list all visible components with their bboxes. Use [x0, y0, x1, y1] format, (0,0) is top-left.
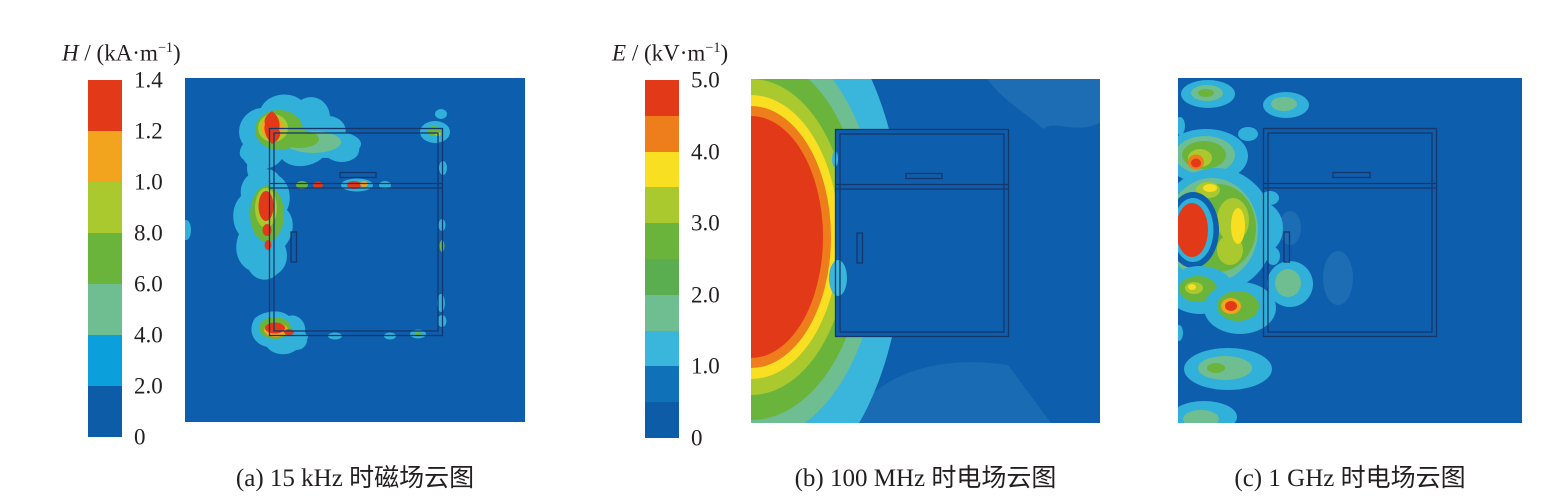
panel-c-plot [1178, 78, 1522, 423]
colorbar-segment [88, 233, 122, 284]
colorbar-label-e: E / (kV·m−1) [612, 40, 728, 67]
colorbar-segment [645, 80, 679, 116]
colorbar-label-sep: / ( [78, 40, 105, 66]
field-hotspot-mid-left [233, 169, 293, 280]
colorbar-tick: 0 [691, 425, 703, 451]
horizontal-slot [1332, 171, 1371, 179]
left-edge-tick [185, 220, 191, 240]
enclosure-interior [835, 129, 1009, 337]
lobe-bottom [1184, 348, 1272, 390]
colorbar-strip [88, 80, 122, 437]
colorbar-segment [88, 386, 122, 437]
colorbar-segment [645, 294, 679, 331]
colorbar-tick: 1.0 [134, 169, 163, 195]
colorbar-tick: 1.2 [134, 118, 163, 144]
colorbar-tick: 8.0 [134, 220, 163, 246]
caption-panel-b: (b) 100 MHz 时电场云图 [794, 465, 1057, 492]
colorbar-ticks: 5.0 4.0 3.0 2.0 1.0 0 [691, 69, 743, 450]
colorbar-label-sep: / ( [626, 40, 652, 66]
red-core-mid [258, 191, 274, 221]
colorbar-e: 5.0 4.0 3.0 2.0 1.0 0 [645, 69, 743, 450]
enclosure-outline [268, 127, 444, 337]
colorbar-segment [645, 187, 679, 224]
colorbar-segment [88, 131, 122, 182]
colorbar-segment [88, 284, 122, 335]
red-source-core [751, 116, 823, 358]
enclosure-outline [834, 128, 1010, 338]
vertical-slot [856, 232, 864, 264]
colorbar-label-unit: kV·m [651, 40, 706, 66]
caption-panel-c: (c) 1 GHz 时电场云图 [1234, 465, 1466, 492]
leakage-notch [829, 260, 847, 296]
colorbar-tick: 6.0 [134, 271, 163, 297]
colorbar-strip [645, 80, 679, 438]
colorbar-h: 1.4 1.2 1.0 8.0 6.0 4.0 2.0 0 [88, 69, 186, 449]
vertical-slot [1283, 231, 1291, 263]
horizontal-slot [339, 171, 377, 179]
colorbar-label-h: H / (kA·m−1) [62, 40, 181, 67]
colorbar-segment [645, 330, 679, 367]
colorbar-segment [645, 402, 679, 438]
secondary-maximum [1191, 158, 1201, 168]
colorbar-segment [88, 335, 122, 386]
light-blue-patch-bottom [847, 362, 1051, 423]
colorbar-label-unit: kA·m [104, 40, 158, 66]
colorbar-segment [645, 151, 679, 188]
secondary-maximum [1225, 301, 1237, 311]
fleck-upper [1238, 127, 1258, 141]
colorbar-tick: 2.0 [134, 373, 163, 399]
small-flecks [1178, 117, 1280, 341]
colorbar-label-exponent: −1 [157, 40, 174, 56]
panel-b-plot [751, 79, 1100, 423]
panel-a-background [185, 78, 525, 422]
quantity-symbol-e: E [612, 40, 627, 66]
vertical-slot [290, 231, 298, 263]
horizontal-slot [905, 172, 943, 180]
caption-panel-a: (a) 15 kHz 时磁场云图 [235, 465, 475, 492]
colorbar-tick: 2.0 [691, 282, 720, 308]
colorbar-tick: 1.4 [134, 67, 163, 93]
lobe-bottom-edge [1178, 401, 1237, 423]
colorbar-segment [645, 258, 679, 295]
colorbar-tick: 5.0 [691, 67, 720, 93]
colorbar-segment [88, 80, 122, 131]
colorbar-segment [88, 182, 122, 233]
colorbar-tick: 3.0 [691, 210, 720, 236]
light-blue-patch-interior-2 [1323, 251, 1353, 305]
colorbar-ticks: 1.4 1.2 1.0 8.0 6.0 4.0 2.0 0 [134, 69, 186, 449]
colorbar-segment [645, 366, 679, 403]
panel-a-plot [185, 78, 525, 422]
colorbar-tick: 4.0 [134, 322, 163, 348]
red-core-bottom [265, 322, 285, 334]
lobe-top-right [1263, 92, 1309, 118]
lobe-lower-right [1204, 282, 1276, 334]
light-blue-patch-top-right [987, 79, 1100, 129]
lobe-right-mid [1267, 261, 1313, 307]
colorbar-label-close: ) [173, 40, 181, 66]
colorbar-tick: 0 [134, 424, 146, 450]
colorbar-label-exponent: −1 [705, 40, 721, 56]
colorbar-label-close: ) [720, 40, 729, 66]
lobe-upper-left [1178, 129, 1248, 183]
colorbar-segment [645, 223, 679, 259]
colorbar-segment [645, 115, 679, 152]
colorbar-tick: 4.0 [691, 139, 720, 165]
enclosure-outline [1262, 127, 1438, 338]
colorbar-tick: 1.0 [691, 353, 720, 379]
red-source-core [1178, 203, 1208, 257]
red-core-top [264, 111, 281, 144]
lobe-top [1181, 80, 1235, 108]
quantity-symbol-h: H [62, 40, 79, 66]
